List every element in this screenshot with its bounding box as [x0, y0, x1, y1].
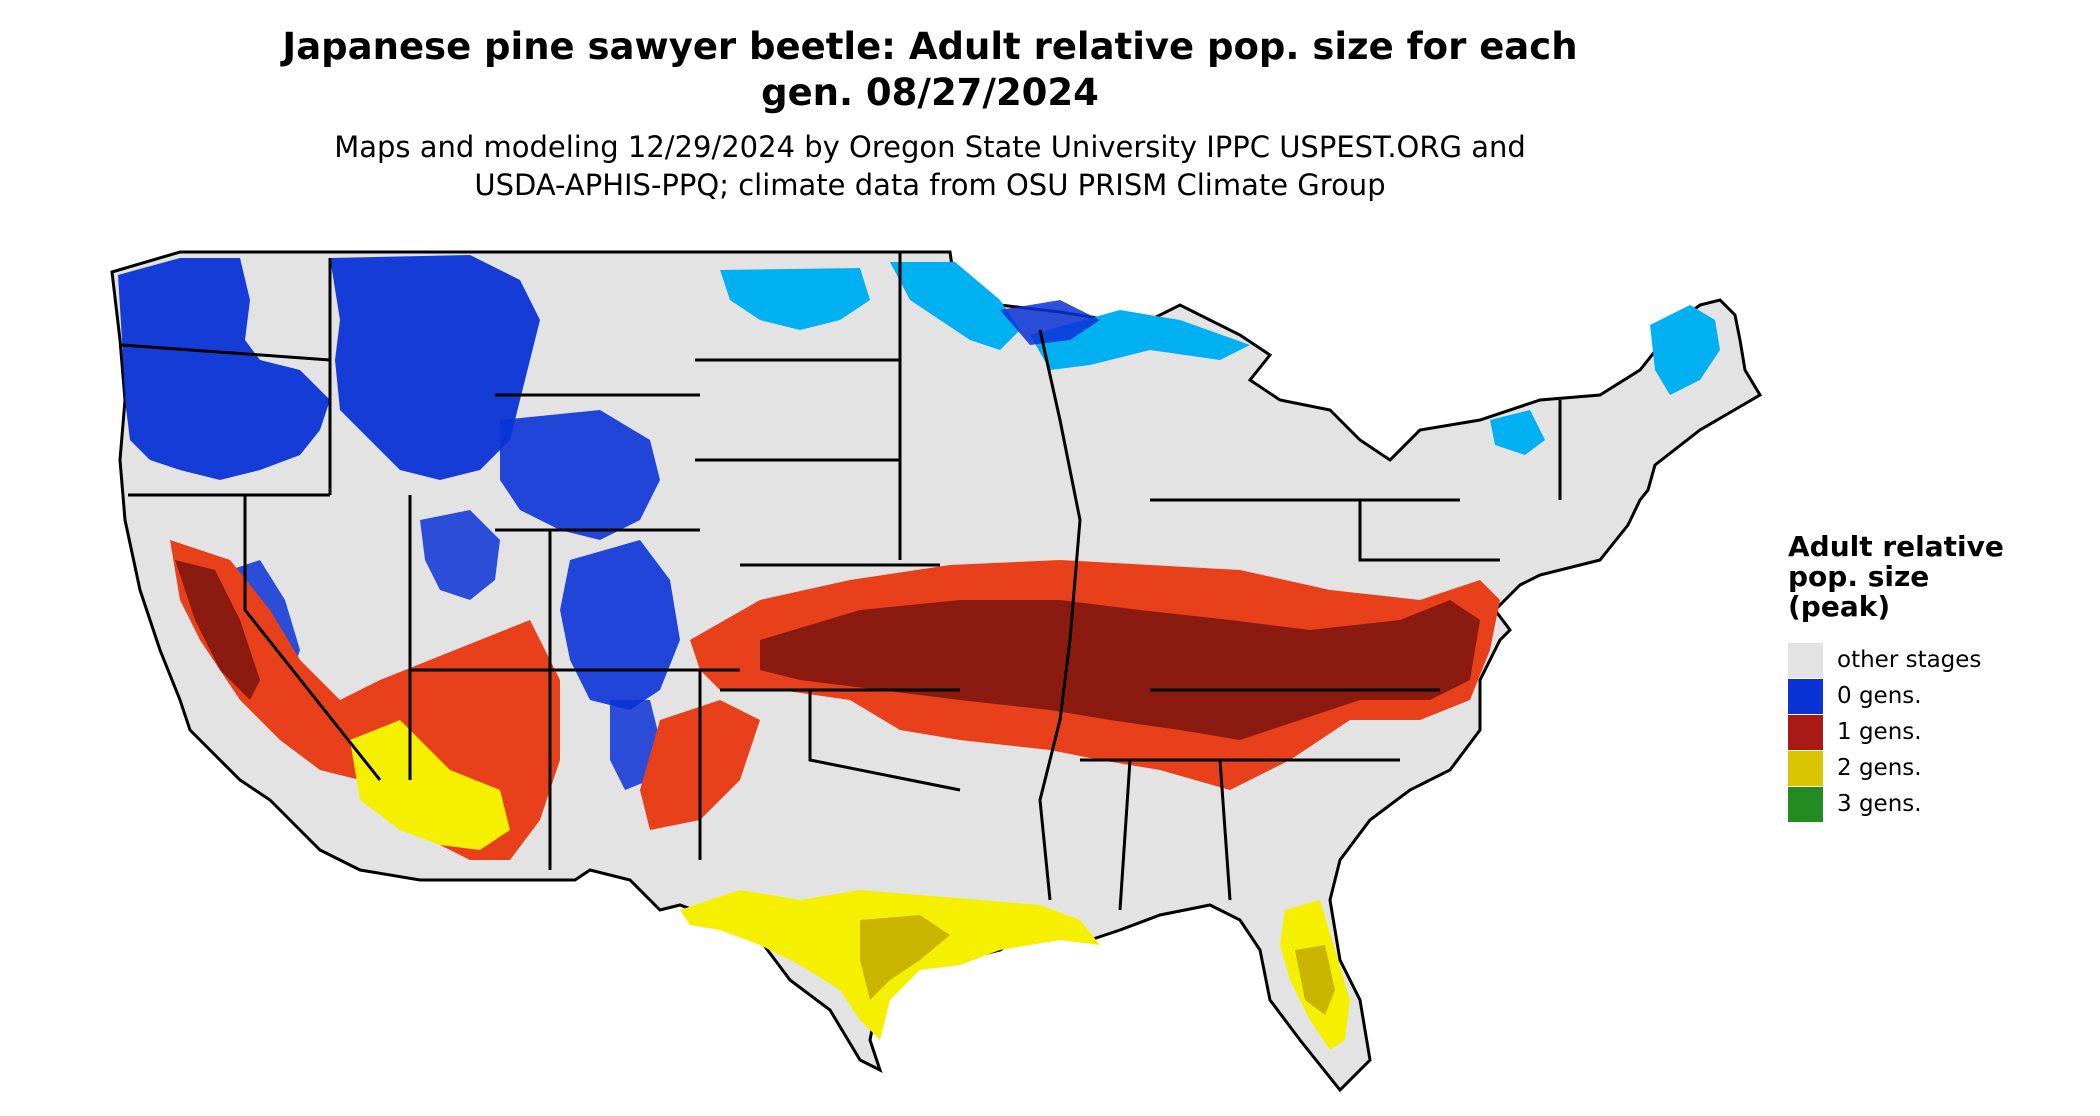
minnesota-light-blue [890, 262, 1020, 350]
map-title: Japanese pine sawyer beetle: Adult relat… [0, 24, 1860, 116]
map-subtitle: Maps and modeling 12/29/2024 by Oregon S… [0, 128, 1860, 204]
central-band-dark-red [760, 600, 1480, 740]
state-borders [121, 252, 1562, 911]
colorado-blue [560, 540, 680, 710]
title-line-2: gen. 08/27/2024 [761, 71, 1099, 114]
subtitle-line-1: Maps and modeling 12/29/2024 by Oregon S… [334, 130, 1526, 164]
legend-label: other stages [1837, 647, 1982, 673]
legend-label: 3 gens. [1837, 791, 1922, 817]
legend-title: Adult relative pop. size (peak) [1788, 532, 2088, 622]
legend-label: 1 gens. [1837, 719, 1922, 745]
legend-items: other stages 0 gens. 1 gens. 2 gens. 3 g… [1788, 642, 2088, 822]
legend-title-line-3: (peak) [1788, 590, 1891, 623]
ms-al-border [1118, 759, 1132, 911]
mississippi-river [1038, 329, 1082, 901]
al-ga-border [1218, 759, 1232, 901]
legend-swatch-red [1788, 714, 1823, 750]
california-dark-red [175, 560, 260, 700]
legend-label: 0 gens. [1837, 683, 1922, 709]
pacific-northwest-blue [118, 258, 330, 480]
title-line-1: Japanese pine sawyer beetle: Adult relat… [282, 25, 1578, 68]
legend-item-zero-gens: 0 gens. [1788, 678, 2088, 714]
gulf-coast-dark-yellow [860, 915, 950, 1000]
two-gen-areas [350, 720, 1350, 1050]
wyoming-blue [500, 410, 660, 540]
legend-swatch-green [1788, 786, 1823, 822]
legend-title-line-1: Adult relative [1788, 530, 2004, 563]
subtitle-line-2: USDA-APHIS-PPQ; climate data from OSU PR… [474, 168, 1386, 202]
northern-rockies-blue [330, 255, 540, 480]
ok-tx-border [808, 690, 961, 792]
legend-item-one-gen: 1 gens. [1788, 714, 2088, 750]
legend-label: 2 gens. [1837, 755, 1922, 781]
wa-or-border [121, 343, 331, 362]
florida-dark-yellow [1295, 945, 1335, 1015]
legend-item-three-gens: 3 gens. [1788, 786, 2088, 822]
ny-pa-border [1358, 500, 1500, 562]
legend-title-line-2: pop. size [1788, 560, 1930, 593]
north-dakota-light-blue [720, 268, 870, 330]
adirondack-light-blue [1490, 410, 1545, 455]
arizona-yellow [350, 720, 510, 850]
legend-item-other-stages: other stages [1788, 642, 2088, 678]
legend-swatch-yellow [1788, 750, 1823, 786]
lake-superior-dark-blue [1000, 300, 1100, 345]
utah-blue [420, 510, 500, 600]
legend-item-two-gens: 2 gens. [1788, 750, 2088, 786]
map-legend: Adult relative pop. size (peak) other st… [1788, 532, 2088, 822]
legend-swatch-gray [1788, 642, 1823, 678]
legend-swatch-blue [1788, 678, 1823, 714]
ca-nv-border [243, 495, 382, 781]
maine-light-blue [1650, 305, 1720, 395]
